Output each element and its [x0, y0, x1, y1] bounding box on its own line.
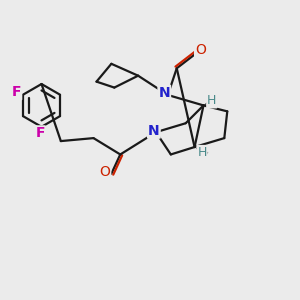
- Text: N: N: [148, 124, 160, 138]
- Text: H: H: [197, 146, 207, 159]
- Text: N: N: [158, 85, 170, 100]
- Text: F: F: [35, 126, 45, 140]
- Text: O: O: [99, 165, 110, 179]
- Text: O: O: [195, 44, 206, 57]
- Text: F: F: [12, 85, 21, 99]
- Text: H: H: [207, 94, 217, 107]
- Polygon shape: [203, 96, 216, 105]
